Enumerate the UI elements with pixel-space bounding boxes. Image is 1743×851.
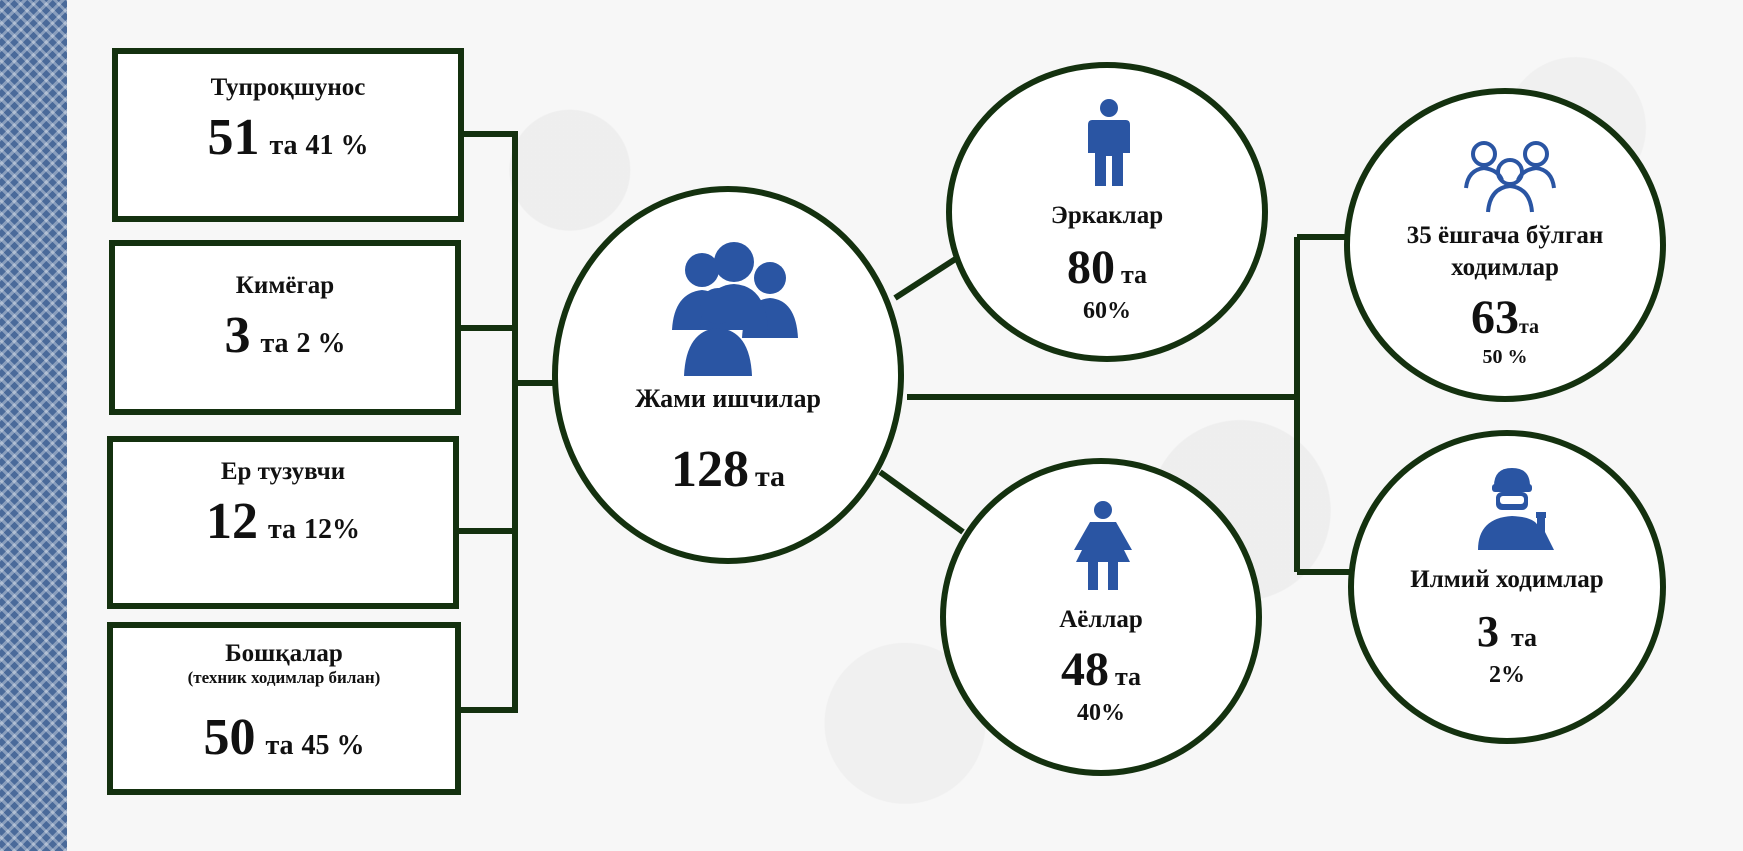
scientific-staff-label: Илмий ходимлар	[1410, 566, 1604, 593]
woman-icon	[1074, 501, 1132, 590]
profession-title: Бошқалар	[225, 640, 343, 667]
decorative-side-stripe	[0, 0, 67, 851]
scientific-staff-circle: Илмий ходимлар 3 та 2%	[1348, 430, 1666, 744]
profession-percent: 41 %	[305, 130, 369, 161]
profession-title: Ер тузувчи	[220, 458, 346, 485]
man-icon	[1088, 99, 1130, 186]
profession-unit: та	[265, 730, 294, 761]
profession-count: 51	[207, 109, 260, 166]
men-unit: та	[1120, 260, 1148, 289]
profession-count: 12	[205, 493, 258, 550]
profession-unit: та	[269, 130, 298, 161]
profession-box-chemist: Кимёгар 3 та 2 %	[109, 240, 461, 415]
young-staff-percent: 50 %	[1482, 346, 1528, 368]
scientist-icon	[1478, 468, 1554, 550]
profession-subtitle: (техник ходимлар билан)	[187, 668, 381, 687]
young-staff-unit: та	[1518, 316, 1540, 338]
men-count: 80	[1066, 241, 1115, 294]
men-percent: 60%	[1083, 298, 1131, 324]
profession-count: 50	[203, 709, 256, 766]
profession-percent: 2 %	[296, 328, 346, 359]
young-staff-circle: 35 ёшгача бўлган ходимлар 63та 50 %	[1344, 88, 1666, 402]
scientific-staff-count: 3	[1476, 607, 1499, 656]
profession-unit: та	[267, 514, 297, 545]
profession-box-soil-scientist: Тупроқшунос 51 та 41 %	[112, 48, 464, 222]
scientific-staff-unit: та	[1510, 623, 1538, 652]
young-staff-label-line2: ходимлар	[1451, 254, 1559, 281]
men-circle: Эркаклар 80 та 60%	[946, 62, 1268, 362]
profession-box-land-surveyor: Ер тузувчи 12 та 12%	[107, 436, 459, 609]
women-circle: Аёллар 48 та 40%	[940, 458, 1262, 776]
profession-unit: та	[260, 328, 289, 359]
profession-title: Кимёгар	[235, 272, 335, 299]
total-workers-circle: Жами ишчилар 128 та	[552, 186, 904, 564]
profession-percent: 12%	[304, 514, 361, 545]
men-label: Эркаклар	[1050, 202, 1164, 229]
profession-title: Тупроқшунос	[210, 74, 366, 101]
women-label: Аёллар	[1059, 606, 1143, 633]
total-count: 128	[670, 441, 749, 498]
women-percent: 40%	[1077, 700, 1125, 726]
profession-count: 3	[224, 307, 251, 364]
group-people-icon	[672, 242, 798, 376]
young-staff-count: 63	[1470, 291, 1519, 344]
profession-box-others: Бошқалар (техник ходимлар билан) 50 та 45…	[107, 622, 461, 795]
young-staff-icon	[1464, 141, 1556, 213]
scientific-staff-percent: 2%	[1489, 662, 1525, 688]
total-unit: та	[754, 460, 786, 493]
young-staff-label-line1: 35 ёшгача бўлган	[1406, 222, 1604, 249]
total-label: Жами ишчилар	[635, 384, 821, 413]
profession-percent: 45 %	[301, 730, 365, 761]
women-unit: та	[1114, 662, 1142, 691]
women-count: 48	[1060, 643, 1109, 696]
